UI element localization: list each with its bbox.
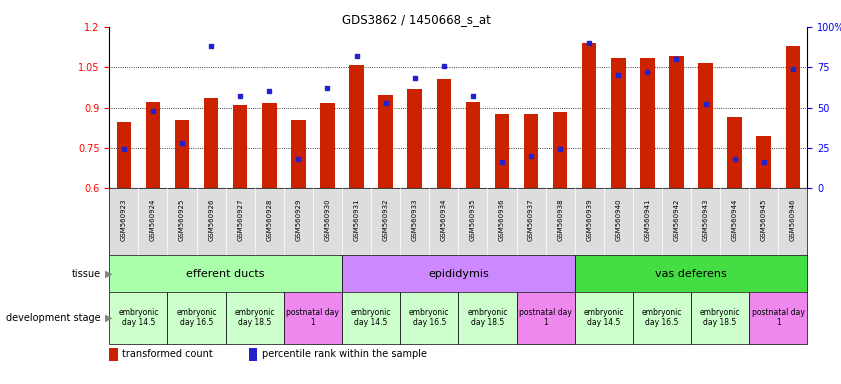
Text: GSM560944: GSM560944 (732, 198, 738, 241)
Bar (574, 292, 632, 344)
Bar (749, 292, 807, 344)
Text: GSM560943: GSM560943 (702, 198, 709, 241)
Bar (582, 43, 596, 188)
Text: embryonic
day 14.5: embryonic day 14.5 (119, 308, 159, 328)
Text: embryonic
day 16.5: embryonic day 16.5 (642, 308, 682, 328)
Bar (378, 95, 393, 188)
Bar (117, 122, 131, 188)
Text: embryonic
day 16.5: embryonic day 16.5 (409, 308, 449, 328)
Bar (407, 89, 422, 188)
Text: GSM560930: GSM560930 (325, 198, 331, 241)
Text: GSM560925: GSM560925 (179, 198, 185, 241)
Bar (167, 292, 225, 344)
Bar (400, 292, 458, 344)
Bar (342, 292, 400, 344)
Bar (109, 255, 342, 292)
Text: ▶: ▶ (105, 313, 113, 323)
Text: GSM560937: GSM560937 (528, 198, 534, 241)
Bar (320, 103, 335, 188)
Bar (640, 58, 654, 188)
Bar (691, 292, 749, 344)
Bar (342, 255, 574, 292)
Bar (233, 105, 247, 188)
Text: vas deferens: vas deferens (655, 268, 727, 279)
Text: GSM560932: GSM560932 (383, 198, 389, 241)
Text: GSM560941: GSM560941 (644, 198, 650, 241)
Bar (249, 348, 257, 361)
Text: GSM560945: GSM560945 (761, 198, 767, 241)
Bar (262, 103, 277, 188)
Bar (225, 292, 283, 344)
Bar (466, 102, 480, 188)
Text: embryonic
day 14.5: embryonic day 14.5 (584, 308, 624, 328)
Text: embryonic
day 14.5: embryonic day 14.5 (351, 308, 391, 328)
Text: GSM560929: GSM560929 (295, 198, 301, 241)
Text: GSM560942: GSM560942 (674, 198, 680, 241)
Bar (204, 98, 219, 188)
Bar (145, 102, 161, 188)
Bar (553, 111, 568, 188)
Text: GSM560933: GSM560933 (412, 198, 418, 241)
Text: epididymis: epididymis (428, 268, 489, 279)
Text: postnatal day
1: postnatal day 1 (752, 308, 805, 328)
Text: GSM560935: GSM560935 (470, 198, 476, 241)
Bar (669, 56, 684, 188)
Bar (785, 46, 800, 188)
Bar (495, 114, 510, 188)
Text: GSM560923: GSM560923 (121, 198, 127, 241)
Text: embryonic
day 16.5: embryonic day 16.5 (177, 308, 217, 328)
Text: GSM560927: GSM560927 (237, 198, 243, 241)
Bar (574, 255, 807, 292)
Bar (175, 120, 189, 188)
Bar (727, 117, 742, 188)
Bar (611, 58, 626, 188)
Text: embryonic
day 18.5: embryonic day 18.5 (700, 308, 740, 328)
Text: tissue: tissue (71, 268, 101, 279)
Text: transformed count: transformed count (122, 349, 213, 359)
Text: embryonic
day 18.5: embryonic day 18.5 (235, 308, 275, 328)
Text: development stage: development stage (6, 313, 101, 323)
Bar (458, 292, 516, 344)
Bar (291, 120, 305, 188)
Text: GSM560928: GSM560928 (267, 198, 272, 241)
Text: GSM560924: GSM560924 (150, 198, 156, 241)
Text: GSM560938: GSM560938 (557, 198, 563, 241)
Text: embryonic
day 18.5: embryonic day 18.5 (468, 308, 508, 328)
Bar (349, 65, 364, 188)
Bar (698, 63, 713, 188)
Text: efferent ducts: efferent ducts (187, 268, 265, 279)
Bar (436, 79, 451, 188)
Bar (516, 292, 574, 344)
Text: GSM560940: GSM560940 (616, 198, 621, 241)
Text: ▶: ▶ (105, 268, 113, 279)
Text: GSM560926: GSM560926 (208, 198, 214, 241)
Text: GSM560931: GSM560931 (353, 198, 360, 241)
Bar (524, 114, 538, 188)
Bar (632, 292, 691, 344)
Text: GSM560936: GSM560936 (499, 198, 505, 241)
Bar (756, 136, 771, 188)
Text: GSM560934: GSM560934 (441, 198, 447, 241)
Bar (109, 348, 118, 361)
Bar (109, 292, 167, 344)
Text: postnatal day
1: postnatal day 1 (287, 308, 340, 328)
Title: GDS3862 / 1450668_s_at: GDS3862 / 1450668_s_at (342, 13, 491, 26)
Text: postnatal day
1: postnatal day 1 (519, 308, 572, 328)
Text: percentile rank within the sample: percentile rank within the sample (262, 349, 426, 359)
Text: GSM560946: GSM560946 (790, 198, 796, 241)
Bar (283, 292, 342, 344)
Text: GSM560939: GSM560939 (586, 198, 592, 241)
